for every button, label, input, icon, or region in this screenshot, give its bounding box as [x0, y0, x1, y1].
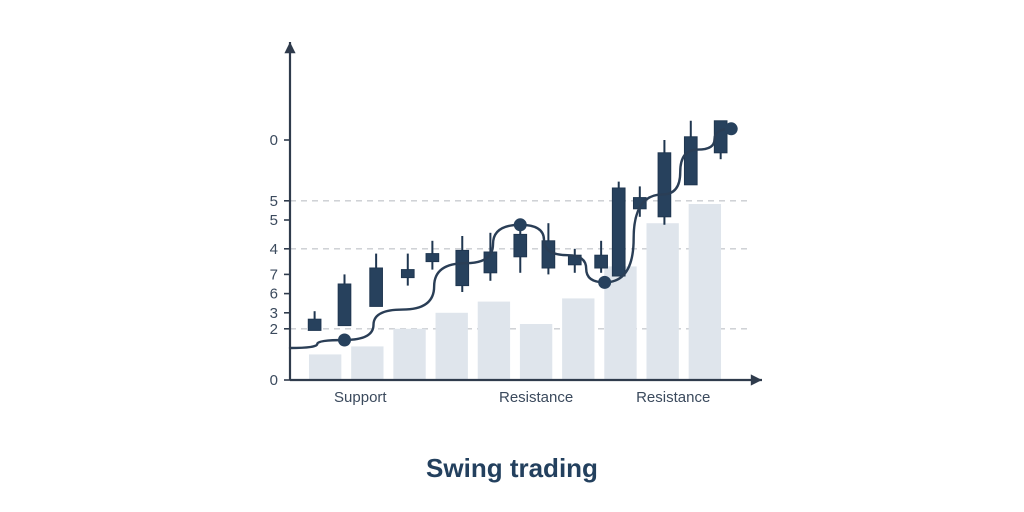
svg-text:0: 0 [270, 132, 278, 149]
svg-text:3: 3 [270, 305, 278, 322]
svg-text:Resistance: Resistance [636, 389, 710, 406]
svg-text:6: 6 [270, 286, 278, 303]
svg-text:5: 5 [270, 193, 278, 210]
swing-trading-chart: 0 23 6 7 4 5 5 0 Support Resistance Resistance Swi… [0, 0, 1024, 512]
svg-text:Resistance: Resistance [499, 389, 573, 406]
svg-text:0: 0 [270, 372, 278, 389]
chart-canvas: 0 23 6 7 4 5 5 0 Support Resistance Resistance [0, 0, 1024, 512]
svg-text:4: 4 [270, 241, 278, 258]
svg-text:7: 7 [270, 266, 278, 283]
svg-text:Support: Support [334, 389, 387, 406]
svg-text:2: 2 [270, 321, 278, 338]
svg-text:5: 5 [270, 212, 278, 229]
chart-title: Swing trading [0, 453, 1024, 484]
